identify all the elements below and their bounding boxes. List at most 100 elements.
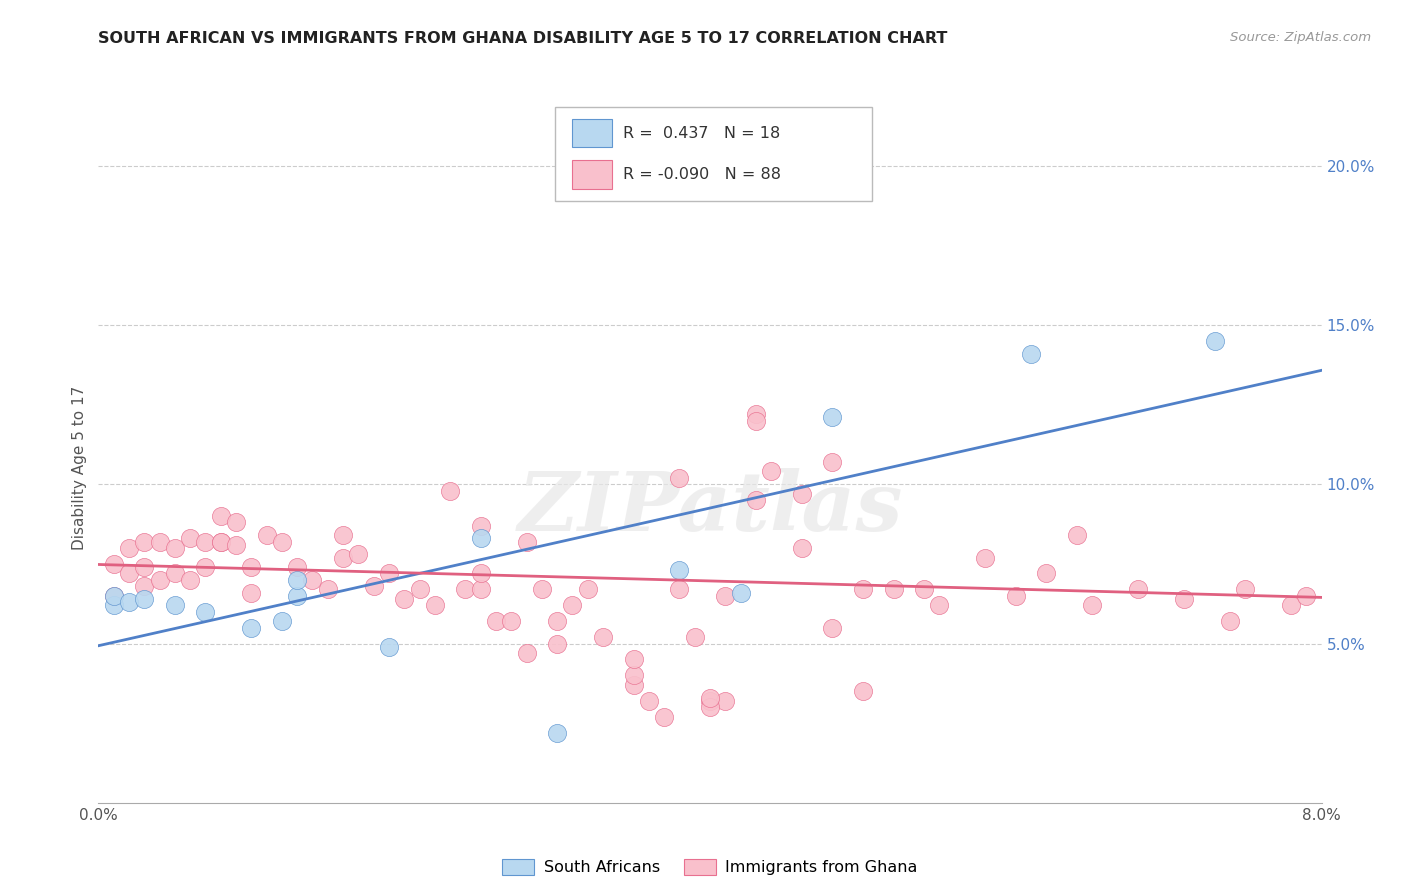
Point	[225, 538, 247, 552]
Point	[149, 534, 172, 549]
Point	[378, 566, 401, 581]
Point	[714, 589, 737, 603]
Point	[668, 563, 690, 577]
Point	[1004, 589, 1026, 603]
Point	[637, 694, 661, 708]
Point	[118, 541, 141, 555]
Point	[1204, 334, 1226, 348]
Point	[623, 678, 645, 692]
Point	[270, 614, 294, 628]
Point	[668, 471, 690, 485]
Point	[103, 589, 125, 603]
Point	[423, 599, 446, 613]
Text: ZIPatlas: ZIPatlas	[517, 468, 903, 549]
Point	[163, 566, 186, 581]
Point	[209, 534, 232, 549]
Point	[103, 599, 125, 613]
Point	[163, 541, 186, 555]
Legend: South Africans, Immigrants from Ghana: South Africans, Immigrants from Ghana	[496, 853, 924, 882]
Point	[1019, 346, 1042, 360]
Point	[730, 585, 752, 599]
Point	[652, 710, 675, 724]
Point	[790, 541, 813, 555]
Point	[163, 599, 186, 613]
Point	[285, 573, 308, 587]
Point	[194, 605, 217, 619]
Point	[1081, 599, 1104, 613]
Point	[240, 621, 263, 635]
Point	[912, 582, 935, 597]
Point	[332, 550, 354, 565]
Point	[546, 725, 568, 739]
Text: Source: ZipAtlas.com: Source: ZipAtlas.com	[1230, 31, 1371, 45]
Point	[209, 509, 232, 524]
Point	[623, 652, 645, 666]
Point	[285, 589, 308, 603]
Point	[316, 582, 339, 597]
Point	[209, 534, 232, 549]
Point	[103, 589, 125, 603]
Point	[134, 560, 156, 574]
Point	[501, 614, 523, 628]
Point	[103, 557, 125, 571]
Point	[821, 410, 844, 425]
Point	[668, 582, 690, 597]
Point	[1219, 614, 1241, 628]
Point	[363, 579, 385, 593]
Point	[332, 528, 354, 542]
Point	[516, 534, 538, 549]
Point	[928, 599, 950, 613]
Point	[485, 614, 508, 628]
Text: SOUTH AFRICAN VS IMMIGRANTS FROM GHANA DISABILITY AGE 5 TO 17 CORRELATION CHART: SOUTH AFRICAN VS IMMIGRANTS FROM GHANA D…	[98, 31, 948, 46]
Point	[225, 516, 247, 530]
Point	[745, 413, 768, 427]
Point	[883, 582, 905, 597]
Point	[821, 455, 844, 469]
Point	[118, 566, 141, 581]
Text: R = -0.090   N = 88: R = -0.090 N = 88	[623, 167, 780, 182]
Text: R =  0.437   N = 18: R = 0.437 N = 18	[623, 126, 780, 141]
Point	[852, 582, 875, 597]
Point	[118, 595, 141, 609]
Point	[439, 483, 461, 498]
Point	[699, 690, 721, 705]
Point	[470, 518, 492, 533]
Point	[699, 700, 721, 714]
Point	[730, 175, 752, 189]
Point	[1279, 599, 1302, 613]
Point	[576, 582, 599, 597]
Point	[546, 614, 568, 628]
Point	[1173, 591, 1195, 606]
Point	[561, 599, 583, 613]
Point	[745, 407, 768, 421]
Point	[134, 579, 156, 593]
Point	[240, 560, 263, 574]
Point	[179, 573, 201, 587]
Point	[821, 621, 844, 635]
Point	[378, 640, 401, 654]
Point	[745, 493, 768, 508]
Point	[623, 668, 645, 682]
Point	[1066, 528, 1088, 542]
Point	[270, 534, 294, 549]
Point	[134, 534, 156, 549]
Point	[530, 582, 553, 597]
Point	[179, 532, 201, 546]
Point	[1295, 589, 1317, 603]
Point	[546, 636, 568, 650]
Point	[470, 532, 492, 546]
Point	[470, 566, 492, 581]
Point	[301, 573, 323, 587]
Point	[714, 694, 737, 708]
Point	[285, 560, 308, 574]
Point	[516, 646, 538, 660]
Point	[1234, 582, 1257, 597]
Y-axis label: Disability Age 5 to 17: Disability Age 5 to 17	[72, 386, 87, 550]
Point	[759, 465, 782, 479]
Point	[194, 560, 217, 574]
Point	[1128, 582, 1150, 597]
Point	[240, 585, 263, 599]
Point	[1035, 566, 1057, 581]
Point	[852, 684, 875, 698]
Point	[134, 591, 156, 606]
